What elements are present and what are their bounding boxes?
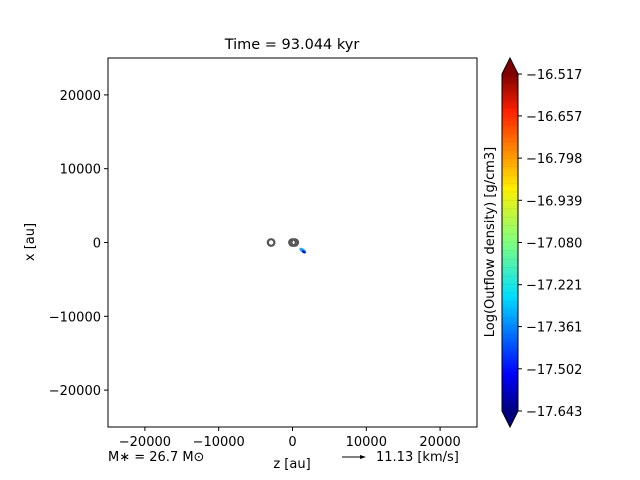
x-tick-label: −20000 (119, 435, 171, 450)
velocity-arrow-head (360, 455, 366, 459)
colorbar-label: Log(Outflow density) [g/cm3] (483, 147, 498, 338)
colorbar-extend-top (502, 58, 518, 74)
colorbar-tick-label: −16.657 (526, 110, 582, 125)
colorbar-tick-label: −17.080 (526, 237, 582, 252)
y-tick-label: −20000 (49, 384, 101, 399)
x-tick-label: 20000 (419, 435, 460, 450)
colorbar-gradient (502, 74, 518, 411)
colorbar-tick-label: −17.502 (526, 363, 582, 378)
outflow-blob-layer (299, 247, 307, 254)
colorbar-tick-label: −16.939 (526, 194, 582, 209)
y-tick-label: 20000 (60, 89, 101, 104)
colorbar-tick-label: −17.361 (526, 321, 582, 336)
y-axis-ticks: −20000 −10000 0 10000 20000 (49, 89, 108, 399)
colorbar-bands (502, 82, 518, 403)
colorbar-tick-label: −17.643 (526, 405, 582, 420)
x-tick-label: 0 (288, 435, 296, 450)
y-tick-label: 10000 (60, 163, 101, 178)
colorbar: −17.643 −17.502 −17.361 −17.221 −17.080 −16.9… (483, 56, 582, 429)
colorbar-extend-bottom (502, 411, 518, 427)
colorbar-tick-label: −16.517 (526, 68, 582, 83)
plot-area (107, 57, 478, 428)
mass-annotation: M∗ = 26.7 M⊙ (108, 450, 204, 465)
velocity-scale-label: 11.13 [km/s] (376, 450, 459, 465)
x-axis-label: z [au] (273, 457, 310, 472)
outflow-blob-core (301, 250, 306, 254)
x-tick-label: −10000 (193, 435, 245, 450)
y-tick-label: 0 (93, 237, 101, 252)
star-marker (266, 238, 276, 247)
colorbar-tick-label: −17.221 (526, 279, 582, 294)
colorbar-ticks: −17.643 −17.502 −17.361 −17.221 −17.080 −16.9… (518, 68, 582, 420)
y-tick-label: −10000 (49, 310, 101, 325)
stars-layer (266, 238, 300, 247)
colorbar-tick-label: −16.798 (526, 152, 582, 167)
x-tick-label: 10000 (346, 435, 387, 450)
chart-title: Time = 93.044 kyr (224, 37, 360, 53)
velocity-scale-arrow (342, 455, 366, 459)
y-axis-label: x [au] (23, 223, 38, 261)
star-marker (290, 238, 300, 247)
x-axis-ticks: −20000 −10000 0 10000 20000 (119, 427, 461, 450)
